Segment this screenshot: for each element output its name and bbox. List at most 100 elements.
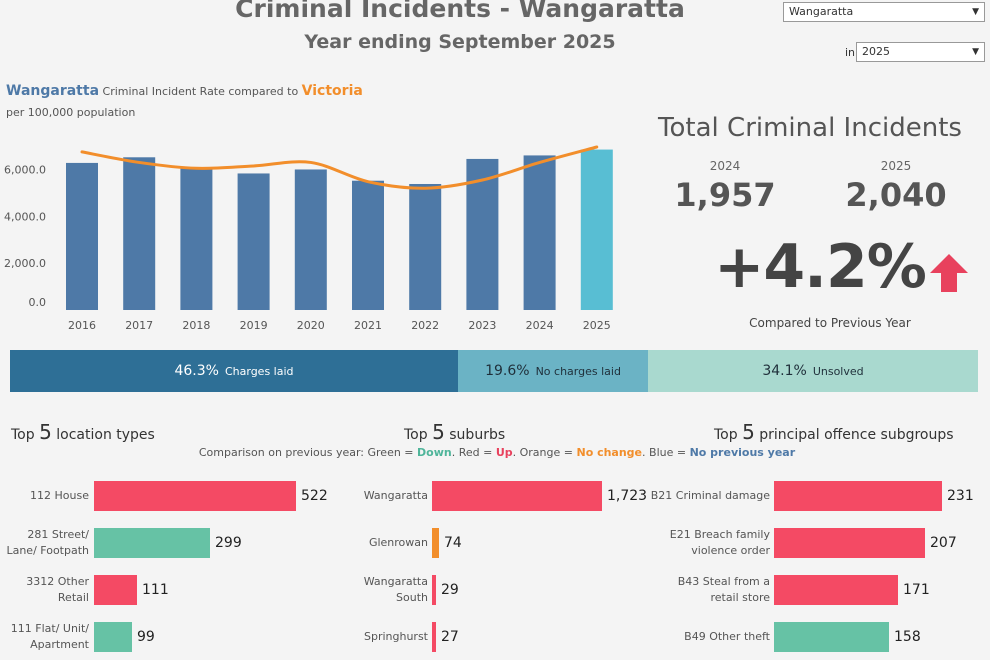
lga-dropdown-value: Wangaratta — [789, 5, 854, 18]
total-incidents-title: Total Criminal Incidents — [658, 113, 962, 143]
location-value: 99 — [137, 629, 155, 645]
suburb-row[interactable]: Wangaratta 1,723 — [0, 480, 990, 512]
offence-label: B21 Criminal damage — [650, 489, 770, 502]
outcome-percent: 34.1% — [762, 363, 807, 379]
location-bar[interactable] — [94, 575, 137, 605]
offence-label: E21 Breach family violence order — [669, 528, 770, 557]
prev-year-label: 2024 — [709, 159, 741, 173]
rate-bar-2020[interactable] — [294, 169, 327, 310]
rate-bar-2018[interactable] — [180, 168, 213, 310]
legend-green: Down — [417, 446, 452, 459]
prev-year-total: 1,957 — [674, 176, 776, 214]
location-bar[interactable] — [94, 481, 296, 511]
rate-bar-2019[interactable] — [237, 173, 270, 310]
suburb-row[interactable]: Wangaratta South 29 — [0, 574, 990, 606]
year-dropdown-value: 2025 — [862, 45, 890, 58]
panel-title-prefix: Top — [714, 427, 738, 443]
rate-title-lga: Wangaratta — [6, 83, 100, 99]
offence-row[interactable]: B49 Other theft 158 — [0, 621, 990, 653]
suburb-bar[interactable] — [432, 481, 602, 511]
rate-bar-2021[interactable] — [352, 180, 384, 310]
y-tick-label: 6,000.0 — [4, 163, 46, 176]
rate-chart-title: Wangaratta Criminal Incident Rate compar… — [6, 83, 363, 99]
y-tick-label: 2,000.0 — [4, 257, 46, 270]
offence-value: 207 — [930, 535, 957, 551]
panel-title-suffix: location types — [56, 427, 155, 443]
legend-text: Comparison on previous year: Green = — [198, 446, 414, 459]
panel-title-suffix: suburbs — [449, 427, 506, 443]
locations-panel-title: Top 5 location types — [11, 420, 155, 444]
outcome-label: Charges laid — [224, 364, 294, 378]
rate-bar-2016[interactable] — [66, 162, 98, 310]
lga-dropdown[interactable]: Wangaratta ▼ — [783, 2, 985, 22]
outcome-label: No charges laid — [535, 364, 621, 378]
panel-title-suffix: principal offence subgroups — [759, 427, 954, 443]
page-title: Criminal Incidents - Wangaratta — [235, 0, 685, 23]
suburb-label: Springhurst — [363, 630, 428, 643]
panel-title-number: 5 — [39, 420, 52, 444]
offence-bar[interactable] — [774, 575, 898, 605]
x-tick-label: 2025 — [583, 319, 611, 332]
x-tick-label: 2024 — [526, 319, 554, 332]
legend-text: . Red = — [451, 446, 493, 459]
legend-red: Up — [495, 446, 513, 459]
x-tick-label: 2020 — [297, 319, 325, 332]
victoria-rate-line[interactable] — [80, 145, 599, 190]
percent-change-caption: Compared to Previous Year — [749, 316, 911, 330]
suburb-bar[interactable] — [432, 622, 436, 652]
curr-year-total: 2,040 — [845, 176, 947, 214]
suburb-bar[interactable] — [432, 575, 436, 605]
offence-label: B49 Other theft — [684, 630, 770, 643]
location-bar[interactable] — [94, 528, 210, 558]
location-row[interactable]: 3312 Other Retail 111 — [0, 574, 990, 606]
x-tick-label: 2023 — [468, 319, 496, 332]
outcome-label: Unsolved — [812, 364, 864, 378]
rate-title-state: Victoria — [301, 83, 363, 99]
x-tick-label: 2022 — [411, 319, 439, 332]
location-label: 281 Street/ Lane/ Footpath — [6, 528, 89, 557]
chevron-down-icon: ▼ — [972, 7, 979, 17]
outcome-percent: 19.6% — [485, 363, 530, 379]
offence-label: B43 Steal from a retail store — [677, 575, 770, 604]
offence-bar[interactable] — [774, 622, 889, 652]
offence-bar[interactable] — [774, 528, 925, 558]
location-row[interactable]: 111 Flat/ Unit/ Apartment 99 — [0, 621, 990, 653]
outcome-segment[interactable]: 19.6% No charges laid — [458, 350, 648, 392]
colour-legend-note: Comparison on previous year: Green = Dow… — [0, 446, 990, 459]
outcome-segment[interactable]: 34.1% Unsolved — [648, 350, 978, 392]
location-row[interactable]: 112 House 522 — [0, 480, 990, 512]
suburb-row[interactable]: Springhurst 27 — [0, 621, 990, 653]
year-filter-label: in — [845, 46, 856, 59]
suburb-value: 29 — [441, 582, 459, 598]
offence-row[interactable]: B21 Criminal damage 231 — [0, 480, 990, 512]
year-dropdown[interactable]: 2025 ▼ — [856, 42, 985, 62]
curr-year-label: 2025 — [880, 159, 912, 173]
panel-title-prefix: Top — [11, 427, 35, 443]
rate-bar-chart: 0.0 2,000.0 4,000.0 6,000.0 2016 2017 2018 2019… — [4, 145, 613, 332]
rate-title-mid: Criminal Incident Rate compared to — [102, 85, 299, 98]
rate-bar-2025[interactable] — [580, 149, 613, 310]
rate-bar-2023[interactable] — [466, 158, 499, 310]
location-row[interactable]: 281 Street/ Lane/ Footpath 299 — [0, 527, 990, 559]
location-value: 299 — [215, 535, 242, 551]
rate-bar-2022[interactable] — [409, 183, 442, 310]
suburb-label: Wangaratta South — [363, 575, 428, 604]
offence-bar[interactable] — [774, 481, 942, 511]
x-tick-label: 2019 — [240, 319, 268, 332]
suburb-bar[interactable] — [432, 528, 439, 558]
legend-orange: No change — [576, 446, 643, 459]
offence-value: 158 — [894, 629, 921, 645]
rate-bar-2017[interactable] — [123, 157, 156, 310]
suburb-value: 1,723 — [607, 488, 648, 504]
outcome-segment[interactable]: 46.3% Charges laid — [10, 350, 458, 392]
rate-bar-2024[interactable] — [523, 155, 556, 310]
suburb-row[interactable]: Glenrowan 74 — [0, 527, 990, 559]
offence-row[interactable]: B43 Steal from a retail store 171 — [0, 574, 990, 606]
rate-chart-subtitle: per 100,000 population — [6, 106, 136, 119]
suburb-label: Glenrowan — [368, 536, 428, 549]
offence-row[interactable]: E21 Breach family violence order 207 — [0, 527, 990, 559]
x-tick-label: 2018 — [182, 319, 210, 332]
up-arrow-icon — [930, 254, 968, 292]
y-tick-label: 0.0 — [29, 296, 47, 309]
location-bar[interactable] — [94, 622, 132, 652]
